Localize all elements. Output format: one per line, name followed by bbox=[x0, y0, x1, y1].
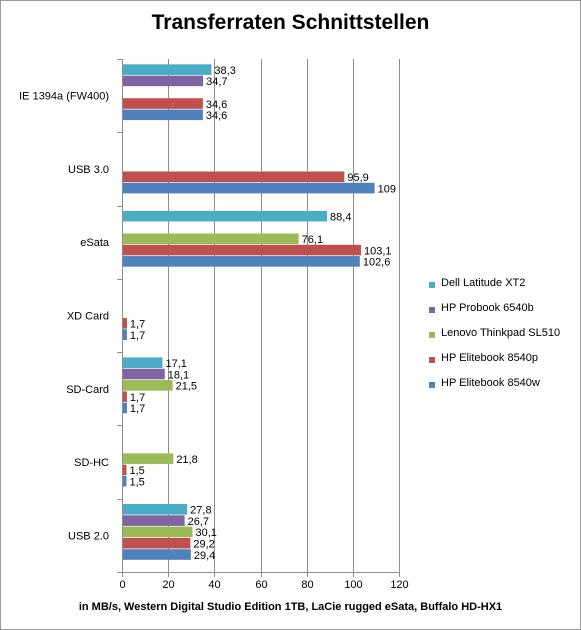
legend-swatch bbox=[429, 357, 435, 363]
legend-item: HP Probook 6540b bbox=[426, 302, 576, 327]
bar bbox=[123, 318, 127, 329]
data-label: 26,7 bbox=[188, 516, 209, 528]
data-label: 27,8 bbox=[190, 505, 211, 517]
x-tick-label: 0 bbox=[119, 579, 125, 591]
category-label: USB 3.0 bbox=[68, 164, 109, 176]
category-label: SD-Card bbox=[66, 384, 109, 396]
data-label: 18,1 bbox=[168, 369, 189, 381]
chart-title: Transferraten Schnittstellen bbox=[151, 11, 430, 34]
bar bbox=[123, 475, 127, 487]
bar bbox=[123, 515, 185, 526]
bar bbox=[123, 464, 127, 476]
data-label: 34,6 bbox=[206, 99, 227, 111]
legend-label: Lenovo Thinkpad SL510 bbox=[441, 327, 561, 339]
data-label: 1,5 bbox=[129, 477, 144, 489]
category-label: IE 1394a (FW400) bbox=[19, 91, 109, 103]
category-label: SD-HC bbox=[74, 457, 109, 469]
bar bbox=[123, 526, 193, 538]
category-label: XD Card bbox=[67, 311, 109, 323]
data-label: 1,7 bbox=[130, 319, 145, 331]
bar bbox=[123, 244, 361, 256]
bar bbox=[123, 402, 127, 414]
x-tick-label: 120 bbox=[390, 579, 408, 591]
data-label: 21,5 bbox=[176, 381, 197, 393]
data-label: 1,7 bbox=[130, 392, 145, 404]
data-label: 34,6 bbox=[206, 110, 227, 122]
x-axis-caption: in MB/s, Western Digital Studio Edition … bbox=[78, 601, 503, 613]
data-label: 17,1 bbox=[165, 358, 186, 370]
x-tick-label: 100 bbox=[344, 579, 362, 591]
data-label: 30,1 bbox=[195, 527, 216, 539]
legend-swatch bbox=[429, 307, 435, 313]
bar bbox=[123, 504, 188, 515]
legend-label: HP Elitebook 8540p bbox=[441, 352, 539, 364]
legend-label: HP Probook 6540b bbox=[441, 302, 534, 314]
data-label: 1,7 bbox=[130, 403, 145, 415]
legend: Dell Latitude XT2 HP Probook 6540b Lenovo … bbox=[426, 277, 576, 402]
legend-item: HP Elitebook 8540w bbox=[426, 377, 576, 402]
legend-swatch bbox=[429, 382, 435, 388]
data-label: 29,2 bbox=[193, 539, 214, 551]
bar bbox=[123, 171, 345, 183]
bar bbox=[123, 357, 163, 369]
bar bbox=[123, 453, 174, 464]
bar bbox=[123, 256, 360, 267]
data-label: 1,7 bbox=[130, 330, 145, 342]
legend-swatch bbox=[429, 332, 435, 338]
legend-swatch bbox=[429, 282, 435, 288]
data-label: 76,1 bbox=[302, 234, 323, 246]
legend-item: Lenovo Thinkpad SL510 bbox=[426, 327, 576, 352]
bar bbox=[123, 233, 299, 245]
bar bbox=[123, 210, 328, 222]
bar bbox=[123, 109, 203, 121]
data-label: 1,5 bbox=[129, 465, 144, 477]
data-label: 38,3 bbox=[214, 65, 235, 77]
bar bbox=[123, 329, 127, 340]
bar bbox=[123, 98, 203, 109]
data-label: 29,4 bbox=[194, 550, 215, 562]
category-label: eSata bbox=[80, 237, 110, 249]
data-label: 102,6 bbox=[363, 257, 391, 269]
data-label: 34,7 bbox=[206, 76, 227, 88]
data-label: 95,9 bbox=[347, 172, 368, 184]
bar bbox=[123, 368, 165, 380]
x-tick-label: 40 bbox=[208, 579, 220, 591]
bar bbox=[123, 64, 212, 75]
category-label: USB 2.0 bbox=[68, 530, 109, 542]
legend-item: HP Elitebook 8540p bbox=[426, 352, 576, 377]
bar bbox=[123, 537, 191, 549]
data-label: 109 bbox=[378, 183, 396, 195]
data-label: 103,1 bbox=[364, 245, 392, 257]
x-tick-label: 80 bbox=[301, 579, 313, 591]
bar bbox=[123, 380, 173, 391]
bar bbox=[123, 75, 204, 87]
legend-label: HP Elitebook 8540w bbox=[441, 377, 540, 389]
bar bbox=[123, 182, 375, 194]
x-tick-label: 20 bbox=[162, 579, 174, 591]
bar bbox=[123, 391, 127, 402]
legend-label: Dell Latitude XT2 bbox=[441, 277, 526, 289]
bar bbox=[123, 549, 191, 560]
x-tick-label: 60 bbox=[255, 579, 267, 591]
legend-item: Dell Latitude XT2 bbox=[426, 277, 576, 302]
data-label: 88,4 bbox=[330, 211, 351, 223]
data-label: 21,8 bbox=[176, 454, 197, 466]
